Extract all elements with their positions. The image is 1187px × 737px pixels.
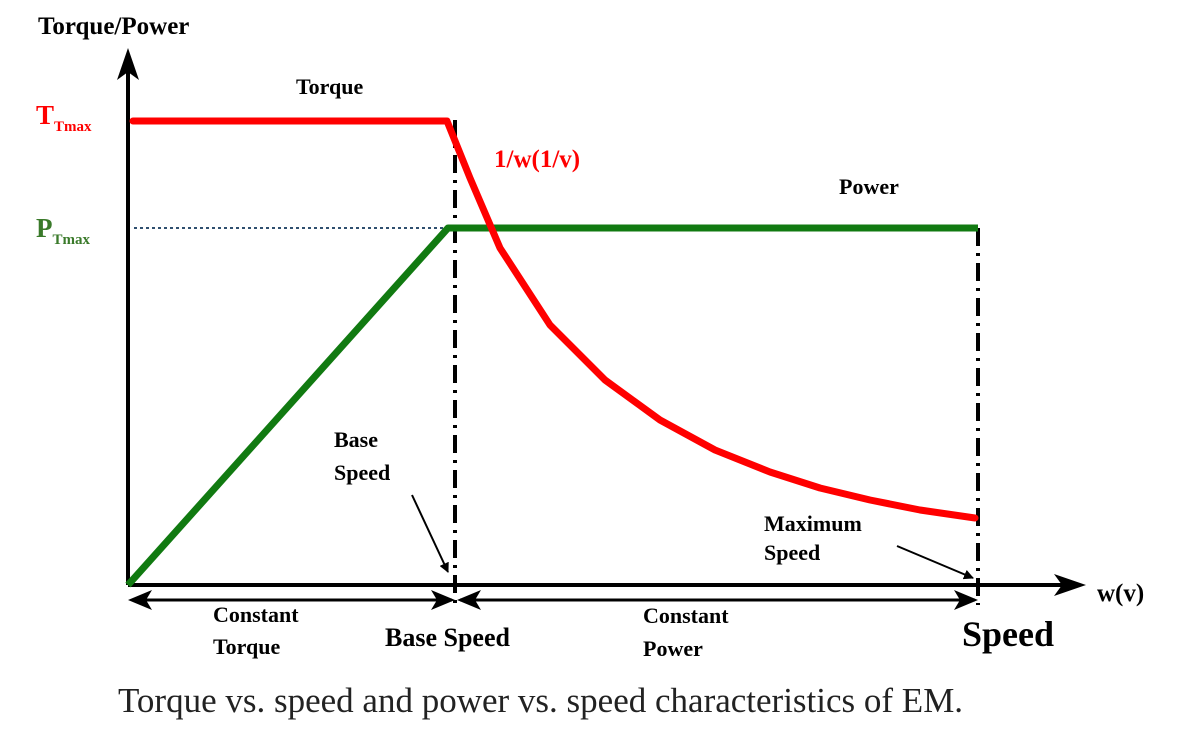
t-max-sub: Tmax [54,119,92,135]
constant-torque-right-arrowhead [431,590,455,610]
power-curve [125,224,978,588]
base-speed-annotation-line1: Base [334,427,378,452]
base-speed-bottom-label: Base Speed [385,623,511,652]
power-label: Power [839,174,899,199]
p-max-label: PTmax [36,213,91,248]
inverse-speed-label: 1/w(1/v) [494,146,580,173]
t-max-label: TTmax [36,100,92,135]
constant-torque-line1: Constant [213,602,299,627]
constant-power-line1: Constant [643,603,729,628]
figure-caption: Torque vs. speed and power vs. speed cha… [118,681,963,720]
constant-power-right-arrowhead [954,590,978,610]
constant-power-left-arrowhead [457,590,481,610]
x-axis-arrowhead [1054,574,1086,596]
max-speed-annotation-line1: Maximum [764,511,862,536]
max-speed-annotation-line2: Speed [764,540,820,565]
torque-curve [129,117,979,522]
y-axis-title: Torque/Power [38,13,189,40]
max-speed-pointer [896,545,974,580]
base-speed-annotation-line2: Speed [334,460,390,485]
constant-power-line2: Power [643,636,703,661]
constant-torque-line2: Torque [213,634,280,659]
t-max-main: T [36,100,54,130]
y-axis-arrowhead [117,48,139,80]
base-speed-pointer [411,494,449,573]
speed-bottom-label: Speed [962,614,1054,654]
torque-label: Torque [296,74,363,99]
constant-torque-left-arrowhead [128,590,152,610]
p-max-sub: Tmax [53,232,91,248]
x-axis-title: w(v) [1097,580,1144,607]
p-max-main: P [36,213,53,243]
